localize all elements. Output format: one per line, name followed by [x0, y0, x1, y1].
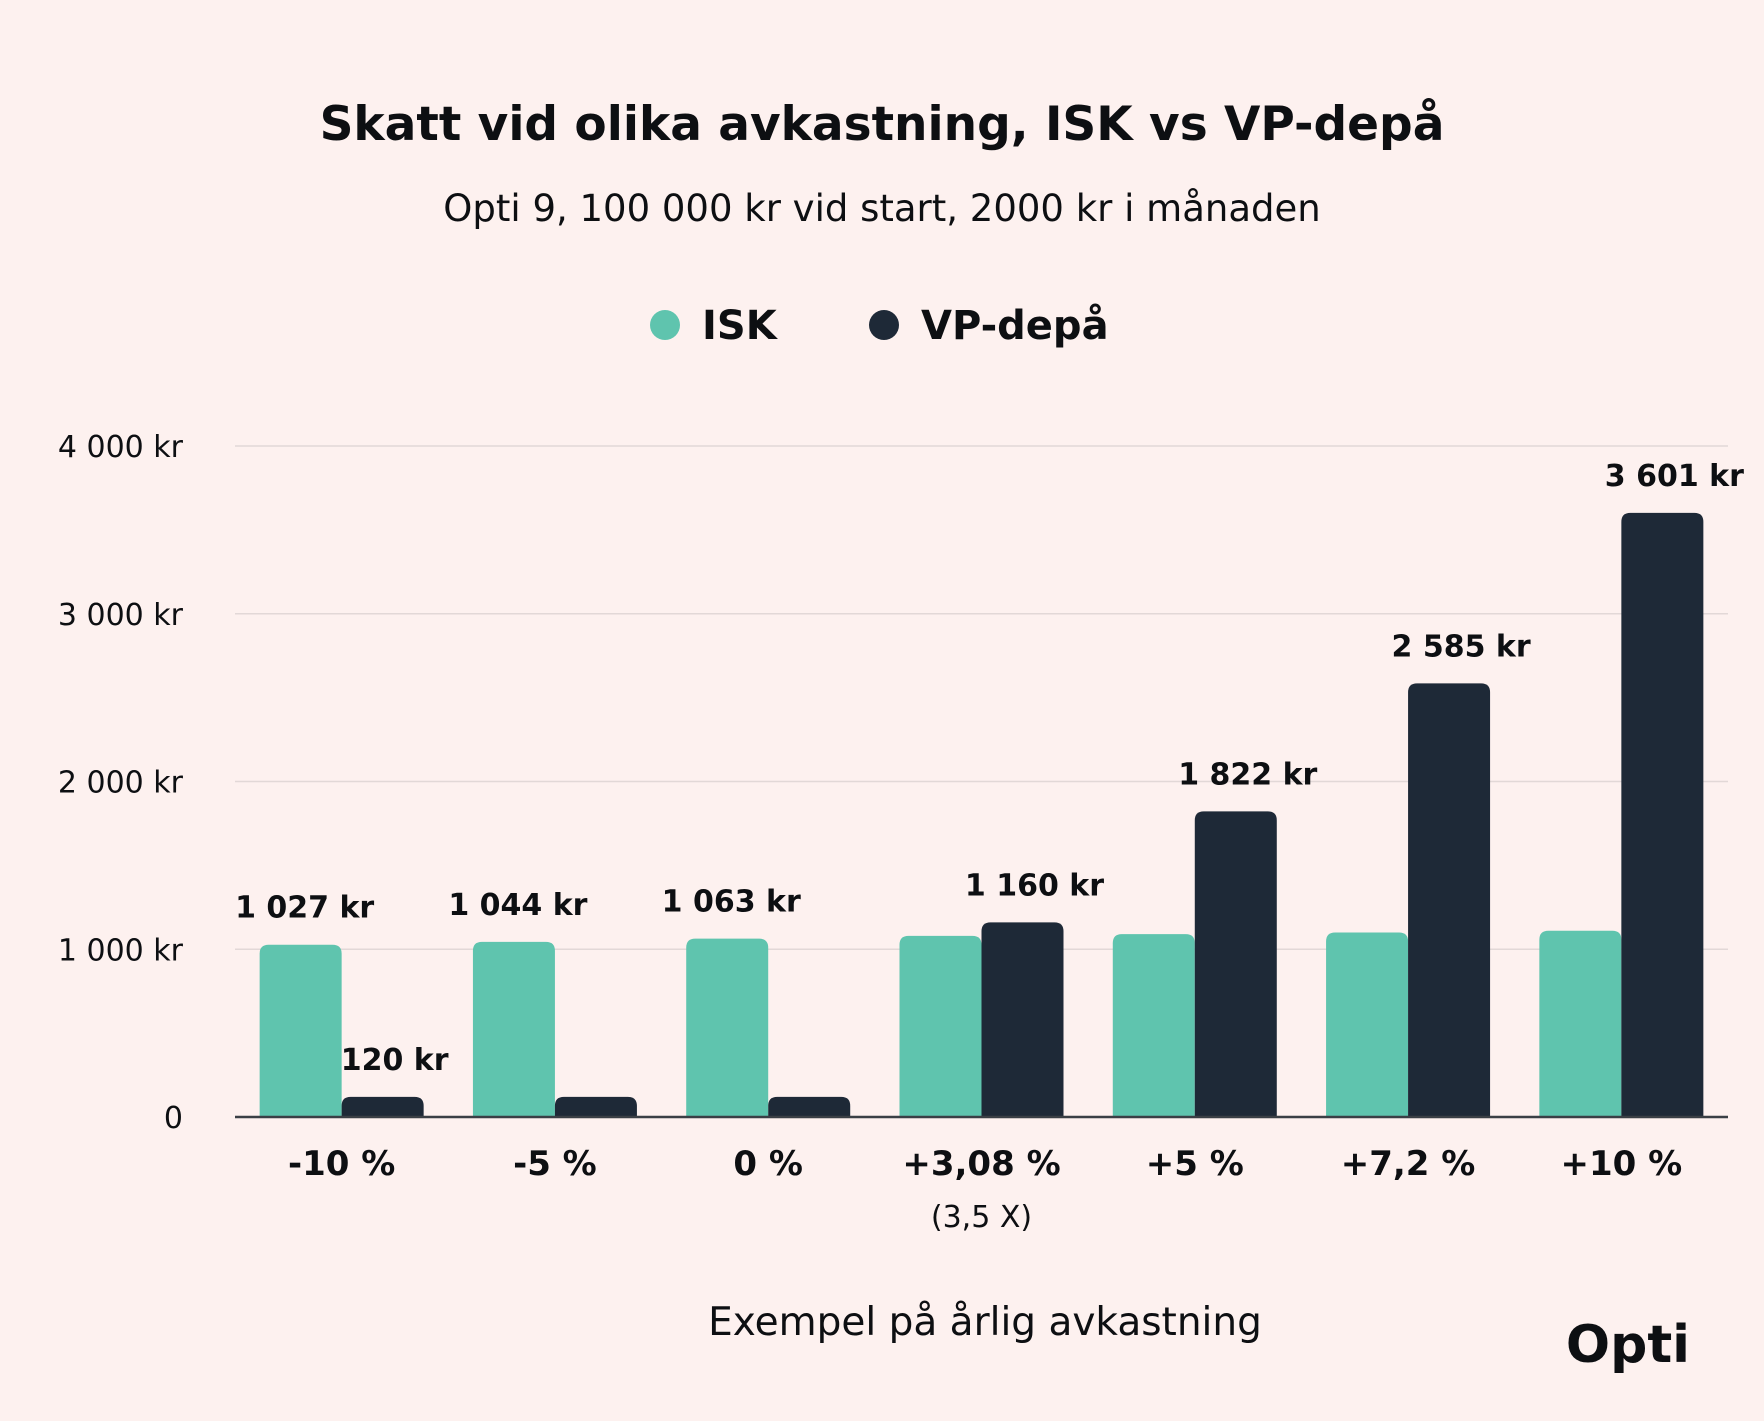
bar-vp-depa: [768, 1096, 851, 1117]
y-tick-label: 1 000 kr: [58, 933, 184, 968]
data-label: 1 160 kr: [965, 868, 1104, 903]
y-tick-label: 4 000 kr: [58, 430, 184, 465]
bar-isk: [1326, 932, 1409, 1117]
x-tick-label: -10 %: [288, 1144, 395, 1184]
chart-subtitle: Opti 9, 100 000 kr vid start, 2000 kr i …: [443, 187, 1320, 230]
x-tick-label: +5 %: [1146, 1144, 1244, 1184]
bar-vp-depa: [554, 1096, 637, 1117]
legend-label-vp-depa: VP-depå: [921, 302, 1109, 349]
x-tick-label: +7,2 %: [1341, 1144, 1476, 1184]
y-tick-label: 0: [164, 1101, 183, 1136]
x-tick-label: +3,08 %: [902, 1144, 1060, 1184]
opti-logo: Opti: [1566, 1315, 1690, 1375]
legend-marker-isk: [650, 310, 680, 340]
bars: [259, 512, 1704, 1117]
legend-marker-vp-depa: [869, 310, 899, 340]
y-axis-ticks: 0 1 000 kr 2 000 kr 3 000 kr 4 000 kr: [58, 430, 184, 1136]
data-label: 1 027 kr: [235, 891, 374, 926]
y-tick-label: 2 000 kr: [58, 766, 184, 801]
bar-isk: [686, 938, 769, 1117]
data-label: 1 822 kr: [1178, 757, 1317, 792]
bar-vp-depa: [1194, 811, 1277, 1117]
x-axis-ticks: -10 % -5 % 0 % +3,08 % (3,5 X) +5 % +7,2 % +10 …: [288, 1144, 1682, 1235]
x-tick-label: +10 %: [1560, 1144, 1682, 1184]
x-tick-label: 0 %: [733, 1144, 803, 1184]
bar-isk: [1539, 930, 1622, 1117]
x-tick-sublabel: (3,5 X): [931, 1200, 1032, 1235]
bar-vp-depa: [1408, 683, 1491, 1117]
bar-vp-depa: [341, 1096, 424, 1117]
bar-isk: [259, 944, 342, 1117]
bar-isk: [1112, 934, 1195, 1117]
y-tick-label: 3 000 kr: [58, 598, 184, 633]
legend: ISK VP-depå: [650, 302, 1109, 349]
data-label: 2 585 kr: [1392, 629, 1531, 664]
legend-label-isk: ISK: [702, 303, 779, 349]
data-label: 120 kr: [341, 1043, 449, 1078]
x-tick-label: -5 %: [513, 1144, 597, 1184]
bar-vp-depa: [1621, 512, 1704, 1117]
bar-vp-depa: [981, 922, 1064, 1117]
data-labels: 1 027 kr 120 kr 1 044 kr 1 063 kr 1 160 kr 1 …: [235, 459, 1744, 1078]
data-label: 1 063 kr: [662, 885, 801, 920]
x-axis-title: Exempel på årlig avkastning: [708, 1300, 1262, 1345]
chart-title: Skatt vid olika avkastning, ISK vs VP-de…: [320, 97, 1445, 152]
bar-isk: [472, 941, 555, 1117]
data-label: 3 601 kr: [1605, 459, 1744, 494]
data-label: 1 044 kr: [448, 888, 587, 923]
bar-isk: [899, 935, 982, 1117]
